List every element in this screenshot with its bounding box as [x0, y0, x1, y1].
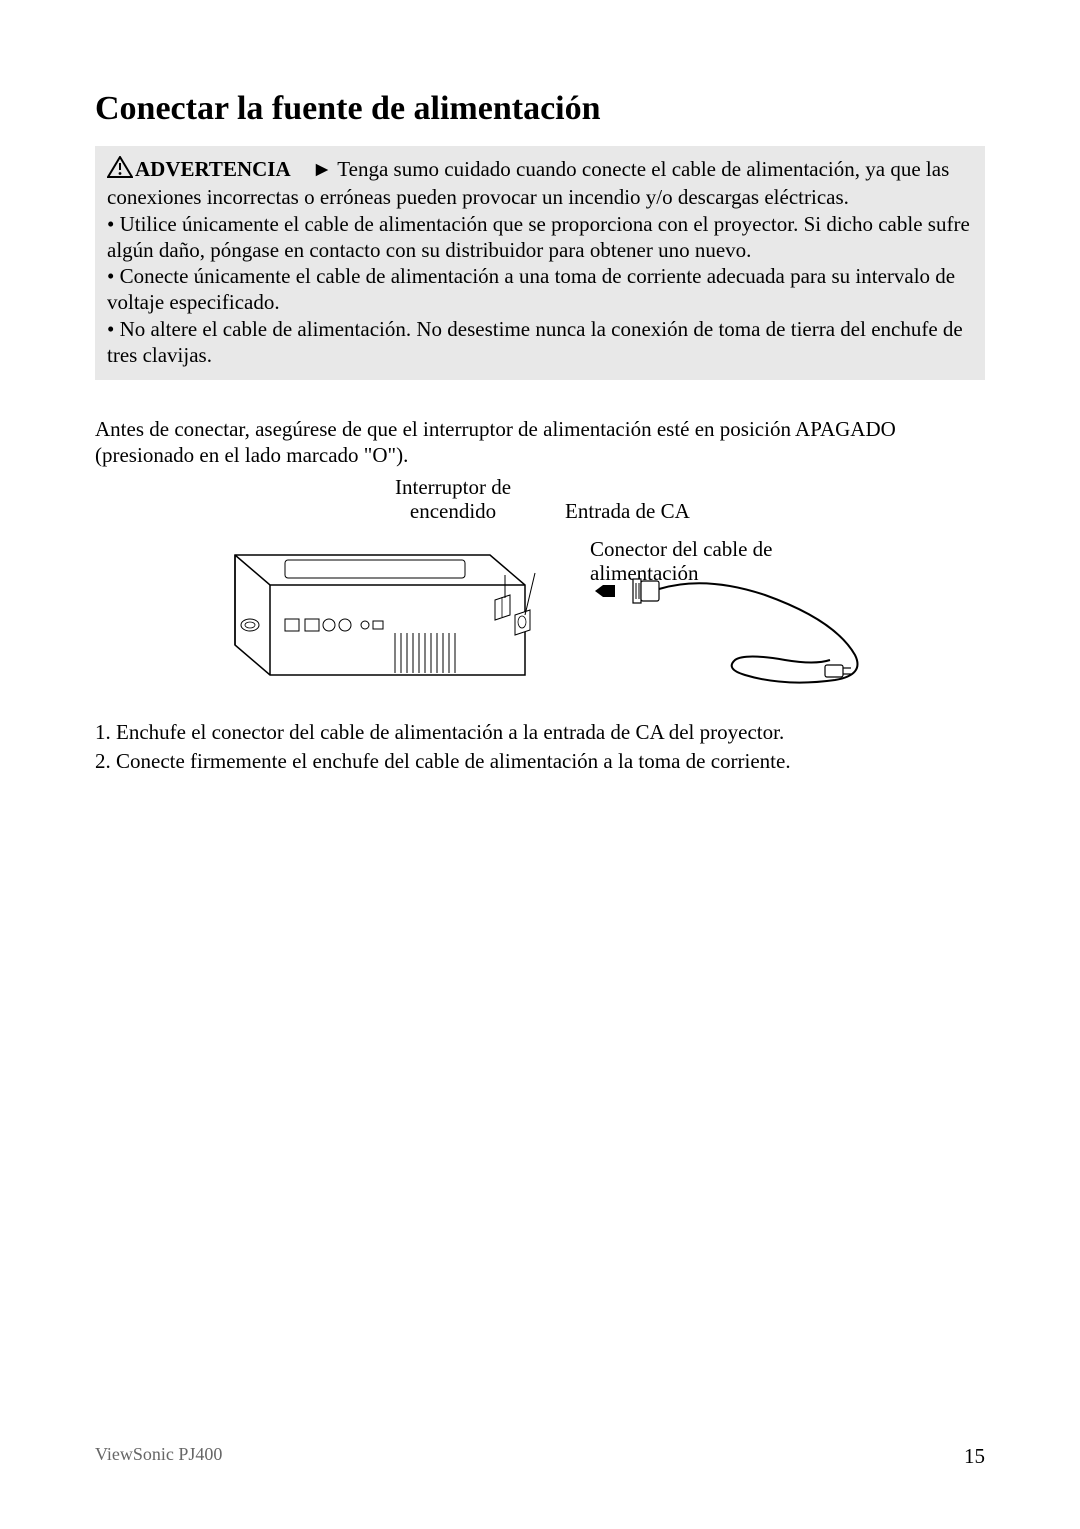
label-switch-line1: Interruptor de	[395, 475, 511, 499]
page-heading: Conectar la fuente de alimentación	[95, 90, 985, 128]
step-1: 1. Enchufe el conector del cable de alim…	[95, 719, 985, 746]
projector-illustration	[225, 525, 565, 685]
warning-bullet-3: • No altere el cable de alimentación. No…	[107, 316, 973, 369]
cable-illustration	[585, 565, 905, 695]
warning-intro: ADVERTENCIA ► Tenga sumo cuidado cuando …	[107, 156, 973, 211]
warning-bullet-1: • Utilice únicamente el cable de aliment…	[107, 211, 973, 264]
label-switch-line2: encendido	[410, 499, 496, 523]
warning-box: ADVERTENCIA ► Tenga sumo cuidado cuando …	[95, 146, 985, 380]
warning-label: ADVERTENCIA	[135, 157, 291, 181]
figure: Interruptor de encendido Entrada de CA C…	[95, 475, 985, 695]
footer-model: ViewSonic PJ400	[95, 1444, 222, 1469]
label-connector-line1: Conector del cable de	[590, 537, 773, 561]
page-footer: ViewSonic PJ400 15	[95, 1444, 985, 1469]
label-switch: Interruptor de encendido	[395, 475, 511, 523]
step-2: 2. Conecte firmemente el enchufe del cab…	[95, 748, 985, 775]
warning-arrow: ►	[312, 157, 333, 181]
footer-page-number: 15	[964, 1444, 985, 1469]
preconnect-text: Antes de conectar, asegúrese de que el i…	[95, 416, 985, 469]
label-inlet: Entrada de CA	[565, 499, 690, 523]
steps-list: 1. Enchufe el conector del cable de alim…	[95, 719, 985, 776]
warning-bullet-2: • Conecte únicamente el cable de aliment…	[107, 263, 973, 316]
warning-icon	[107, 156, 133, 184]
